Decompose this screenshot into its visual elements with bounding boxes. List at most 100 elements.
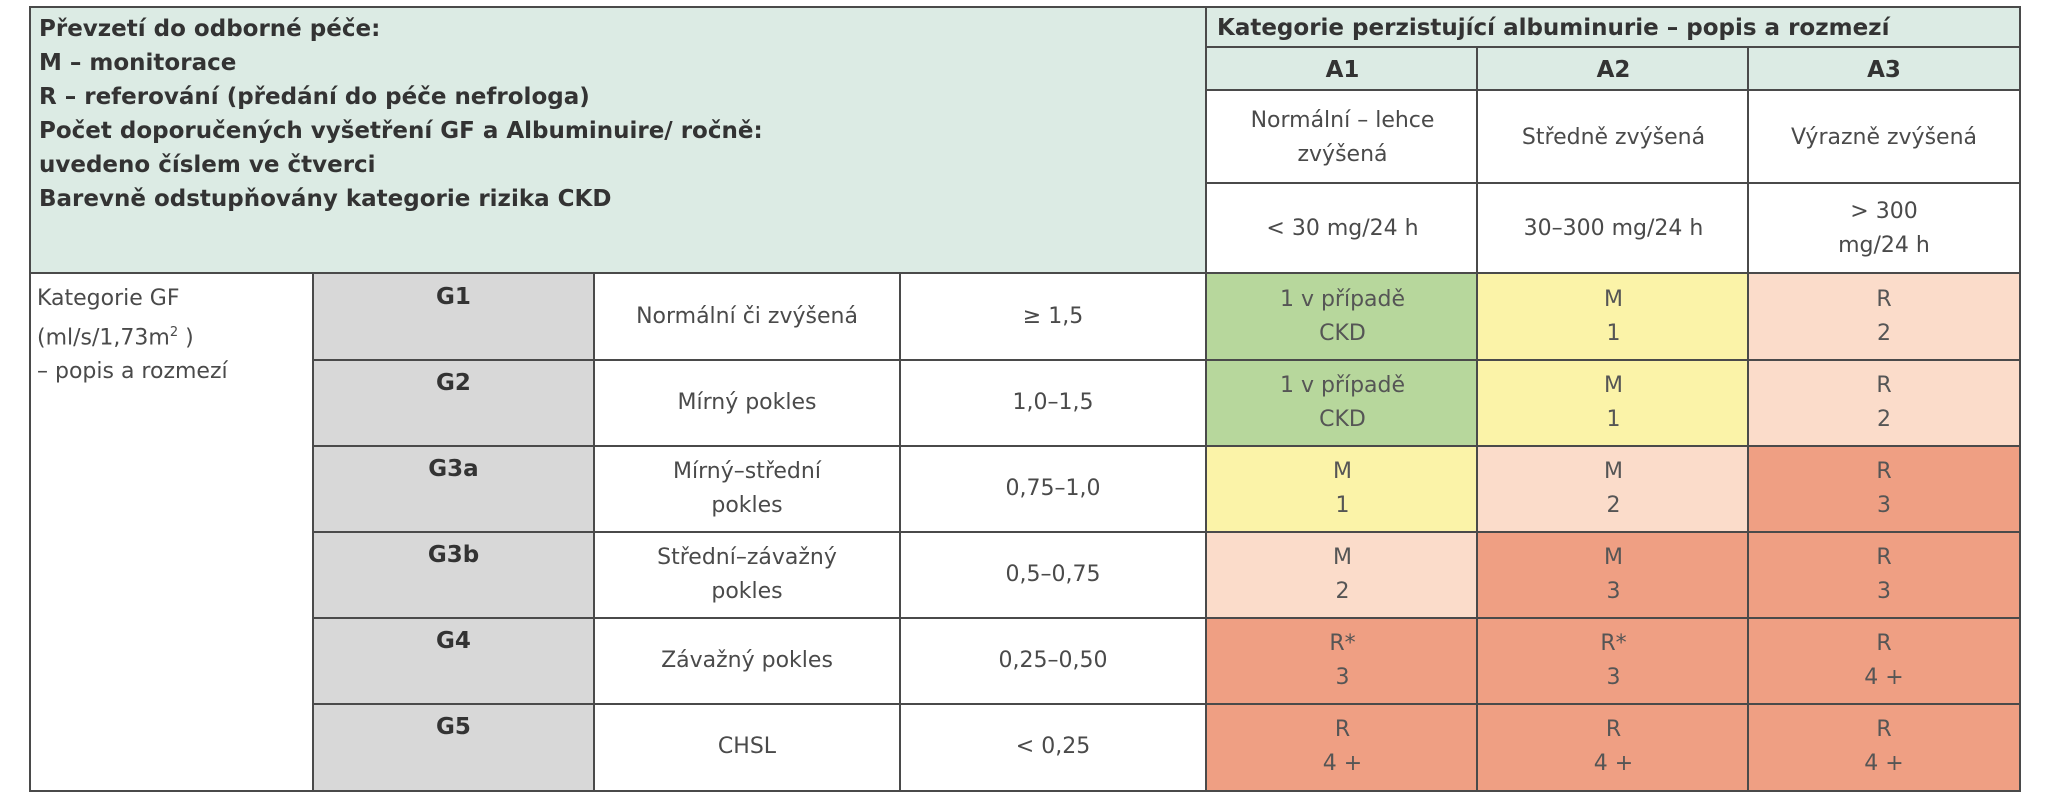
row-divider [312,531,2019,533]
gf-range-g3a: 0,75–1,0 [1005,476,1101,501]
legend-line-3: R – referování (předání do péče nefrolog… [39,84,590,110]
category-a2-code: A2 [1478,48,1749,91]
category-a1-desc: Normální – lehce zvýšená [1207,91,1478,184]
gf-range-g2: 1,0–1,5 [1012,390,1094,415]
gf-code-g1: G1 [314,274,593,360]
ckd-risk-table: Převzetí do odborné péče: M – monitorace… [29,6,2021,792]
gf-desc-g3b: Střední–závažný pokles [657,545,837,604]
risk-action: R [1876,717,1892,742]
legend-line-6: Barevně odstupňovány kategorie rizika CK… [39,186,612,212]
gf-code-g4: G4 [314,618,593,704]
risk-cell-g5-a1: R 4 + [1207,704,1478,790]
gf-range-g1: ≥ 1,5 [1022,304,1084,329]
gf-range-g5: < 0,25 [1015,734,1091,759]
risk-action: R [1876,287,1892,312]
gf-desc-g3a: Mírný–střední pokles [673,459,821,518]
category-a2-desc: Středně zvýšená [1478,91,1749,184]
risk-action: R [1876,545,1892,570]
risk-cell-g2-a1: 1 v případě CKD [1207,360,1478,446]
gf-code-g2: G2 [314,360,593,446]
risk-action: R* [1329,631,1356,656]
gf-code-g3b: G3b [314,532,593,618]
risk-action: R [1876,459,1892,484]
divider [1747,46,1749,790]
risk-action: R [1605,717,1622,742]
risk-count: 3 [1606,579,1621,604]
albuminuria-title: Kategorie perzistující albuminurie – pop… [1207,8,2019,48]
risk-count: 3 [1335,665,1350,690]
gf-range-g4: 0,25–0,50 [998,648,1108,673]
row-divider [312,359,2019,361]
risk-count: CKD [1319,407,1366,432]
risk-count: 1 [1606,407,1621,432]
risk-action: M [1604,459,1623,484]
category-a1-code: A1 [1207,48,1478,91]
divider [1205,8,1207,790]
gf-desc-g2: Mírný pokles [677,390,817,415]
gf-label-prefix: Kategorie GF (ml/s/1,73m [37,286,180,351]
risk-action: M [1604,287,1623,312]
legend-line-4: Počet doporučených vyšetření GF a Albumi… [39,118,763,144]
risk-cell-g5-a2: R 4 + [1478,704,1749,790]
legend-line-5: uvedeno číslem ve čtverci [39,152,376,178]
risk-cell-g4-a1: R* 3 [1207,618,1478,704]
risk-action: M [1604,545,1623,570]
risk-cell-g4-a3: R 4 + [1749,618,2019,704]
risk-cell-g5-a3: R 4 + [1749,704,2019,790]
gf-label-suffix: ) [178,325,194,351]
gf-range-g3b: 0,5–0,75 [1005,562,1101,587]
risk-cell-g1-a1: 1 v případě CKD [1207,274,1478,360]
divider [1207,89,2019,91]
risk-action: R [1876,631,1892,656]
category-a3-code: A3 [1749,48,2019,91]
risk-count: 4 + [1864,665,1904,690]
gf-label-line2: – popis a rozmezí [37,359,228,385]
category-a2-range: 30–300 mg/24 h [1478,184,1749,274]
risk-count: 3 [1877,493,1891,518]
risk-count: CKD [1319,321,1366,346]
divider [1207,182,2019,184]
risk-action: R* [1600,631,1627,656]
row-divider [312,617,2019,619]
gf-label-sup: 2 [169,325,179,340]
gf-category-label: Kategorie GF (ml/s/1,73m2 ) – popis a ro… [31,274,314,790]
risk-count: 2 [1335,579,1350,604]
risk-count: 4 + [1322,751,1363,776]
risk-count: 3 [1606,665,1621,690]
category-a1-range: < 30 mg/24 h [1207,184,1478,274]
row-divider [312,445,2019,447]
risk-count: 3 [1877,579,1891,604]
risk-count: 2 [1877,321,1891,346]
legend-block: Převzetí do odborné péče: M – monitorace… [31,8,1207,274]
risk-action: M [1333,459,1352,484]
divider [1207,46,2019,48]
category-a3-desc: Výrazně zvýšená [1749,91,2019,184]
legend-line-2: M – monitorace [39,50,237,76]
gf-desc-g4: Závažný pokles [661,648,833,673]
risk-count: 2 [1877,407,1891,432]
divider [31,272,2019,274]
risk-count: 1 [1335,493,1350,518]
gf-desc-g1: Normální či zvýšená [636,304,858,329]
risk-action: 1 v případě [1279,373,1406,398]
legend-line-1: Převzetí do odborné péče: [39,16,381,42]
risk-action: 1 v případě [1279,287,1406,312]
row-divider [312,703,2019,705]
risk-cell-g4-a2: R* 3 [1478,618,1749,704]
risk-count: 4 + [1593,751,1634,776]
category-a3-range: > 300 mg/24 h [1749,184,2019,274]
risk-count: 4 + [1864,751,1904,776]
gf-code-g3a: G3a [314,446,593,532]
risk-action: R [1334,717,1351,742]
risk-action: M [1333,545,1352,570]
